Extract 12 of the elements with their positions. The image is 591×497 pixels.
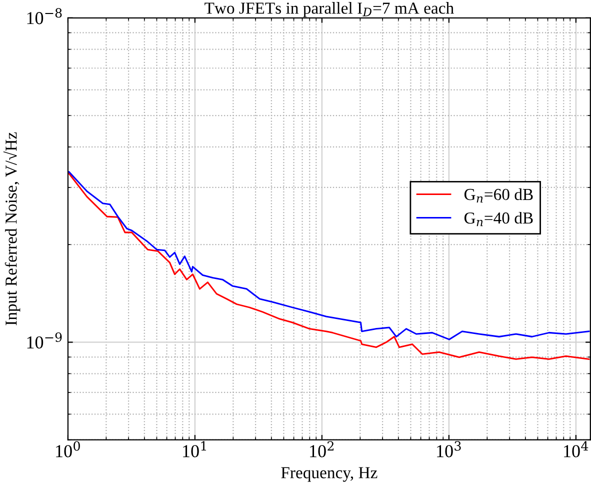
x-tick-label: 10$^{2}$	[310, 441, 334, 458]
legend-label: G$_{n}$=60 dB	[464, 188, 533, 203]
x-tick-label: 10$^{3}$	[437, 441, 461, 458]
chart-title: Two JFETs in parallel I$_{D}$=7 mA each	[204, 2, 454, 18]
legend-label: G$_{n}$=40 dB	[464, 212, 533, 226]
x-axis-title: Frequency, Hz	[281, 467, 378, 482]
y-tick-label: 10$^{−8}$	[27, 8, 62, 24]
x-tick-label: 10$^{0}$	[56, 441, 80, 458]
x-tick-label: 10$^{1}$	[183, 441, 206, 458]
y-axis-title: Input Referred Noise, V/√Hz	[3, 132, 20, 326]
y-tick-label: 10$^{−9}$	[27, 332, 62, 349]
x-tick-label: 10$^{4}$	[564, 441, 588, 458]
